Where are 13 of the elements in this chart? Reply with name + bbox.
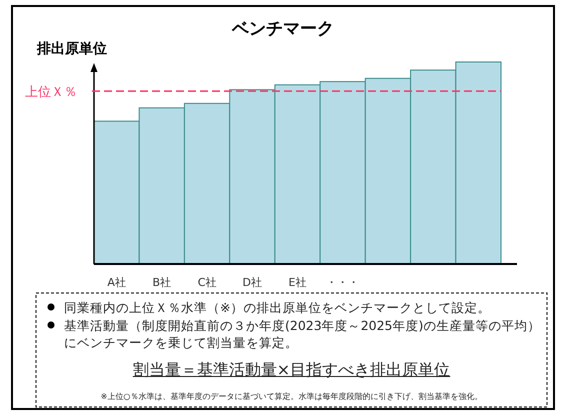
chart-title: ベンチマーク bbox=[231, 19, 334, 39]
text: ※上位○％水準は、基準年度のデータに基づいて算定。水準は毎年度段階的に引き下げ、割当基準を強化。 bbox=[100, 391, 484, 402]
x-tick-label: A社 bbox=[107, 276, 126, 289]
x-tick-label: ・・・ bbox=[326, 276, 360, 289]
text: 基準活動量（制度開始直前の３か年度(2023年度～2025年度)の生産量等の平均）にベンチマークを乗じて割当量を算定。 bbox=[64, 317, 542, 351]
x-tick-label: B社 bbox=[152, 276, 172, 289]
text: 割当量＝基準活動量×目指すべき排出原単位 bbox=[132, 360, 452, 381]
x-tick-label: E社 bbox=[288, 276, 306, 289]
ref-line-label: 上位Ｘ％ bbox=[25, 85, 77, 100]
x-tick-label: D社 bbox=[242, 276, 262, 289]
y-axis-title: 排出原単位 bbox=[36, 41, 107, 57]
text: 同業種内の上位Ｘ％水準（※）の排出原単位をベンチマークとして設定。 bbox=[64, 299, 492, 316]
x-tick-label: C社 bbox=[198, 276, 216, 289]
